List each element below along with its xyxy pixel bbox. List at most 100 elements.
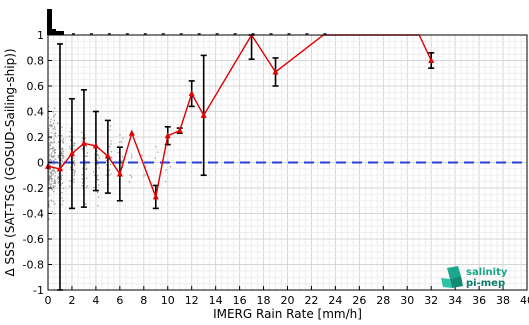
scatter-point [48,176,51,178]
histogram-bar [52,29,56,35]
histogram-bar [323,33,327,35]
scatter-point [157,151,159,153]
x-tick-label: 36 [472,294,486,307]
scatter-point [96,162,99,165]
scatter-point [53,119,56,121]
scatter-point [50,178,53,181]
scatter-point [94,163,96,165]
scatter-point [48,189,50,191]
scatter-point [48,177,50,179]
scatter-point [54,213,56,215]
scatter-point [52,111,54,113]
scatter-point [69,185,71,187]
scatter-point [97,204,99,207]
scatter-point [53,187,55,189]
scatter-point [62,187,65,190]
x-tick-label: 14 [209,294,223,307]
x-tick-label: 32 [424,294,438,307]
scatter-point [48,130,50,132]
scatter-point [62,150,65,153]
scatter-point [61,191,63,194]
scatter-point [48,146,50,149]
scatter-point [51,152,53,154]
scatter-point [50,155,53,158]
scatter-point [97,196,100,198]
scatter-point [60,154,63,157]
scatter-point [53,155,55,157]
y-tick-label: -1 [33,284,44,297]
scatter-point [110,163,112,166]
scatter-point [57,156,60,158]
scatter-point [53,163,55,165]
scatter-point [70,139,72,141]
scatter-point [98,167,100,169]
x-axis-ticks: 0246810121416182022242628303234363840 [45,286,529,307]
scatter-point [50,160,52,162]
scatter-point [81,148,83,150]
scatter-point [122,156,124,158]
scatter-point [52,150,54,152]
scatter-point [48,173,50,175]
scatter-point [48,149,50,152]
scatter-point [51,124,53,126]
scatter-point [69,131,72,133]
scatter-point [70,166,72,168]
scatter-point [54,180,56,183]
y-tick-label: 0.8 [27,55,45,68]
histogram-bar [269,33,273,35]
scatter-point [74,142,76,144]
scatter-point [54,149,56,151]
scatter-point [73,174,76,176]
scatter-point [61,134,63,137]
scatter-point [48,178,51,181]
scatter-point [48,182,50,185]
scatter-point [121,166,124,169]
scatter-point [60,178,63,181]
scatter-point [57,176,59,178]
scatter-point [57,134,60,137]
scatter-point [48,170,50,172]
scatter-point [61,203,63,206]
scatter-point [48,133,50,135]
scatter-point [119,141,121,143]
scatter-point [130,176,133,178]
scatter-point [48,152,50,155]
scatter-point [155,146,157,148]
histogram-bar [305,33,309,35]
histogram-bar [197,33,201,35]
x-tick-label: 12 [185,294,199,307]
logo-line1: salinity [466,267,508,278]
scatter-point [69,180,71,182]
scatter-point [54,126,56,128]
scatter-point [51,125,53,127]
scatter-point [52,116,55,118]
scatter-point [86,152,89,154]
y-tick-label: -0.4 [23,208,44,221]
scatter-point [73,160,76,162]
scatter-point [93,186,95,189]
scatter-point [48,204,50,206]
scatter-point [48,143,50,145]
scatter-point [81,131,83,134]
scatter-point [54,171,57,174]
scatter-point [62,140,64,142]
scatter-point [52,172,54,175]
scatter-point [73,148,76,150]
scatter-point [98,184,100,186]
scatter-point [51,211,54,213]
scatter-point [52,186,54,188]
scatter-point [48,171,50,173]
scatter-point [73,152,75,154]
scatter-point [73,172,75,174]
scatter-point [81,185,83,187]
series-marker [152,193,159,200]
scatter-point [84,137,86,140]
scatter-point [110,140,112,142]
scatter-point [48,139,50,141]
x-tick-label: 30 [400,294,414,307]
scatter-point [50,199,52,201]
scatter-point [82,187,84,189]
scatter-point [105,159,108,162]
scatter-point [51,155,53,158]
scatter-point [97,154,99,157]
